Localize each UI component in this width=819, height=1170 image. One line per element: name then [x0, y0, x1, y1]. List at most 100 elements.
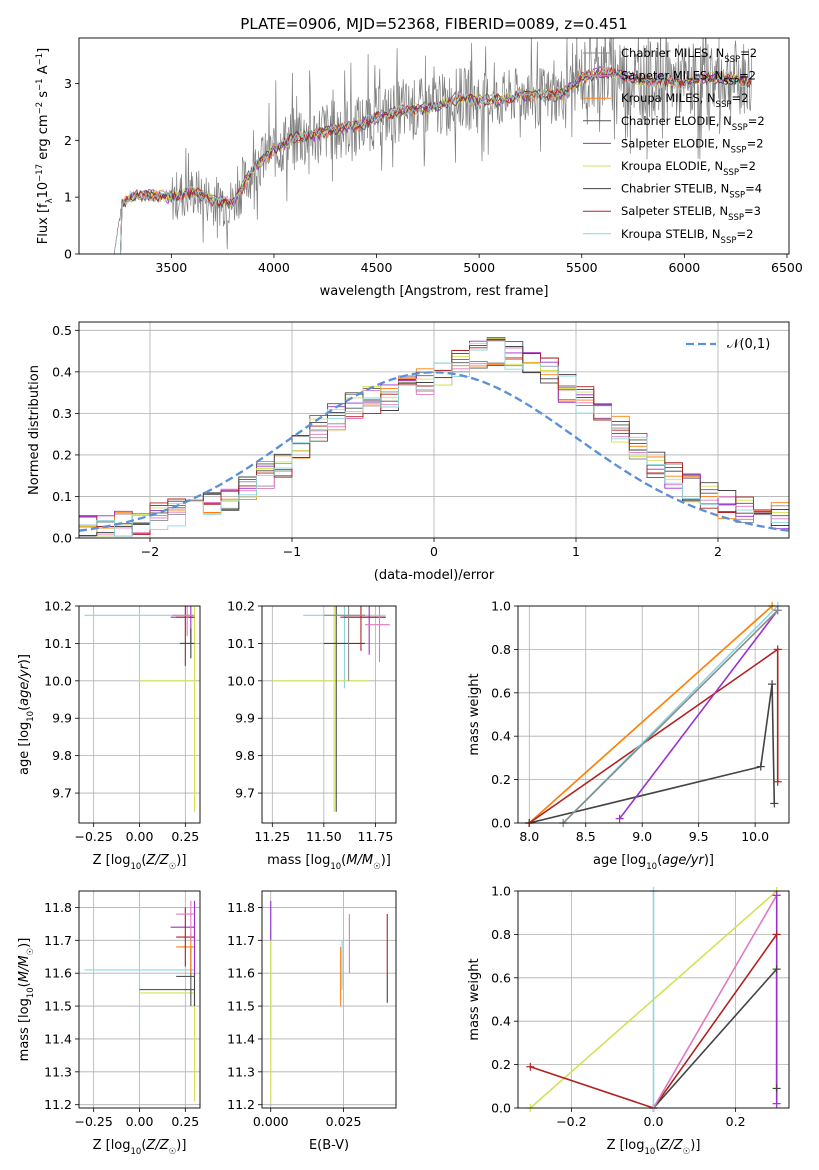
y-axis-label-part: ( [17, 982, 32, 987]
y-tick-label: 1.0 [491, 599, 511, 614]
legend-entry: Salpeter STELIB, NSSP=3 [621, 204, 761, 223]
y-tick-label: 0.6 [491, 970, 511, 985]
y-tick-label: 10.2 [44, 599, 72, 614]
y-axis-label-part: age [log [17, 722, 32, 775]
x-axis-label-part: ☉ [683, 1147, 691, 1157]
y-tick-label: 0.4 [52, 364, 72, 379]
y-tick-label: 11.2 [44, 1097, 72, 1112]
y-tick-label: 11.4 [44, 1031, 72, 1046]
x-axis-label-part: 10 [131, 862, 142, 872]
series-line [529, 683, 776, 823]
legend-entry-part: Kroupa MILES, N [621, 91, 716, 105]
y-axis-label-part: 10 [26, 711, 36, 722]
plot-area [262, 891, 396, 1108]
legend-entry-part: SSP [723, 78, 739, 88]
legend-entry-part: SSP [729, 191, 745, 201]
x-axis-label-part: Z [log [93, 853, 131, 868]
y-tick-label: 11.3 [44, 1064, 72, 1079]
axes-frame [78, 37, 790, 255]
y-tick-label: 10.1 [44, 636, 72, 651]
y-tick-label: 11.8 [227, 900, 255, 915]
x-tick-label: 11.50 [306, 829, 342, 844]
x-tick-label: 0.25 [171, 1114, 199, 1129]
y-axis-label-part: s [36, 91, 51, 102]
y-tick-label: 11.7 [227, 933, 255, 948]
y-axis-label: mass weight [467, 958, 482, 1040]
y-tick-label: 0.3 [52, 406, 72, 421]
y-axis-label-part: ( [17, 706, 32, 711]
y-tick-label: 11.6 [44, 966, 72, 981]
legend-entry-part: =2 [739, 159, 756, 173]
legend-entry: 𝒩(0,1) [727, 337, 770, 352]
y-tick-label: 3 [64, 76, 72, 91]
panel-age-vs-mass: 11.25 11.50 11.75 9.7 9.8 9.9 10.0 10.1 10.2 mass… [227, 599, 397, 872]
series-line [618, 609, 779, 820]
series-line [652, 894, 778, 1108]
y-axis-label-part: −2 [35, 102, 45, 115]
legend-entry-part: Kroupa STELIB, N [621, 227, 721, 241]
y-axis-label: mass [log10(M/M☉)] [17, 938, 36, 1062]
model-curve [113, 65, 752, 254]
x-tick-label: 0 [430, 544, 438, 559]
y-axis-label-part: −1 [35, 78, 45, 91]
x-tick-label: 3500 [155, 260, 187, 275]
y-tick-label: 11.5 [227, 999, 255, 1014]
x-tick-label: 8.5 [576, 829, 596, 844]
x-axis-label-part: 10 [131, 1147, 142, 1157]
y-tick-label: 0.8 [491, 927, 511, 942]
y-tick-label: 0 [64, 247, 72, 262]
legend-entry: Kroupa ELODIE, NSSP=2 [621, 159, 756, 178]
x-axis-label-part: ( [655, 1138, 660, 1153]
x-axis-label-part: ( [341, 853, 346, 868]
y-tick-label: 11.4 [227, 1031, 255, 1046]
x-axis-label-part: ( [657, 853, 662, 868]
legend-entry-part: SSP [731, 145, 747, 155]
y-tick-label: 9.7 [235, 786, 255, 801]
y-tick-label: 11.7 [44, 933, 72, 948]
y-axis-label-part: M/M [17, 955, 32, 982]
y-axis-label-part: )] [17, 938, 32, 948]
legend-entry-part: Salpeter ELODIE, N [621, 136, 731, 150]
legend-entry: Salpeter MILES, NSSP=2 [621, 69, 756, 88]
y-axis-label-part: mass [log [17, 998, 32, 1061]
x-axis-label-part: Z/Z [145, 1138, 169, 1153]
plot-area [79, 606, 200, 823]
legend-entry: Salpeter ELODIE, NSSP=2 [621, 136, 764, 155]
y-axis-label: Normed distribution [27, 365, 42, 495]
legend-entry-part: =3 [744, 204, 761, 218]
x-axis-label: (data-model)/error [374, 568, 495, 583]
axes-frame [78, 890, 201, 1109]
panel-mass-vs-Z: −0.25 0.00 0.25 11.2 11.3 11.4 11.5 11.6 11.7 11.… [17, 890, 201, 1157]
panel-massweight-vs-Z: −0.2 0.0 0.2 0.0 0.2 0.4 0.6 0.8 1.0 mass weight Z… [467, 884, 790, 1157]
x-tick-label: −0.25 [75, 1114, 113, 1129]
y-tick-label: 2 [64, 133, 72, 148]
x-axis-label-part: 10 [330, 862, 341, 872]
y-tick-label: 10.0 [44, 673, 72, 688]
y-tick-label: 1.0 [491, 884, 511, 899]
axes-frame [78, 321, 790, 539]
x-axis-label-part: ( [141, 1138, 146, 1153]
x-tick-label: 0.25 [171, 829, 199, 844]
y-axis-label-part: 10 [26, 987, 36, 998]
x-axis-label-part: ☉ [169, 862, 177, 872]
x-axis-label-part: ☉ [169, 1147, 177, 1157]
y-axis-label-part: ] [36, 48, 51, 53]
legend-entry: Chabrier ELODIE, NSSP=2 [621, 114, 765, 133]
legend-entry-part: =2 [731, 91, 748, 105]
legend-entry-part: =2 [747, 136, 764, 150]
x-tick-label: 10.0 [741, 829, 769, 844]
plot-area [262, 606, 396, 823]
y-tick-label: 0.8 [491, 642, 511, 657]
gaussian-curve [79, 371, 789, 532]
y-tick-label: 9.7 [52, 786, 72, 801]
y-tick-label: 0.5 [52, 323, 72, 338]
x-axis-label: age [log10(age/yr)] [593, 853, 714, 872]
x-axis-label: Z [log10(Z/Z☉)] [93, 853, 187, 872]
y-tick-label: 0.0 [52, 531, 72, 546]
y-tick-label: 10.2 [227, 599, 255, 614]
legend-entry-part: Salpeter MILES, N [621, 69, 723, 83]
legend-entry-part: =2 [748, 114, 765, 128]
y-tick-label: 9.8 [235, 748, 255, 763]
legend-entry-part: =2 [740, 46, 757, 60]
legend-entry-part: SSP [723, 168, 739, 178]
